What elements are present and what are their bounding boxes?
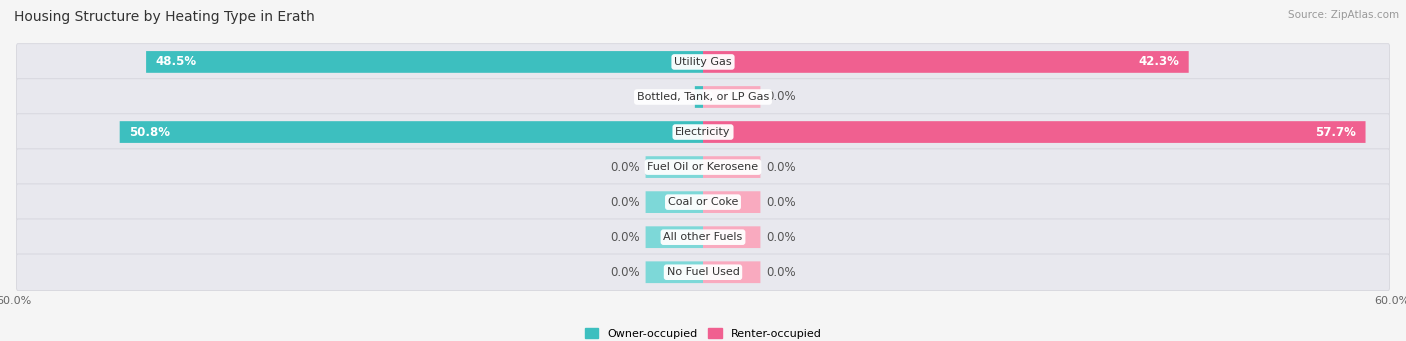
FancyBboxPatch shape	[120, 121, 703, 143]
FancyBboxPatch shape	[703, 226, 761, 248]
Text: Fuel Oil or Kerosene: Fuel Oil or Kerosene	[647, 162, 759, 172]
Text: 50.8%: 50.8%	[129, 125, 170, 138]
Text: 0.0%: 0.0%	[610, 196, 640, 209]
Text: Electricity: Electricity	[675, 127, 731, 137]
FancyBboxPatch shape	[703, 261, 761, 283]
Text: 0.71%: 0.71%	[704, 90, 745, 104]
Text: Housing Structure by Heating Type in Erath: Housing Structure by Heating Type in Era…	[14, 10, 315, 24]
FancyBboxPatch shape	[703, 121, 1365, 143]
Text: Bottled, Tank, or LP Gas: Bottled, Tank, or LP Gas	[637, 92, 769, 102]
FancyBboxPatch shape	[645, 261, 703, 283]
Text: All other Fuels: All other Fuels	[664, 232, 742, 242]
Legend: Owner-occupied, Renter-occupied: Owner-occupied, Renter-occupied	[581, 324, 825, 341]
FancyBboxPatch shape	[17, 79, 1389, 115]
Text: 0.0%: 0.0%	[610, 161, 640, 174]
Text: 42.3%: 42.3%	[1139, 56, 1180, 69]
Text: 0.0%: 0.0%	[610, 266, 640, 279]
Text: 0.0%: 0.0%	[766, 161, 796, 174]
FancyBboxPatch shape	[703, 86, 761, 108]
FancyBboxPatch shape	[17, 184, 1389, 220]
Text: 48.5%: 48.5%	[155, 56, 197, 69]
FancyBboxPatch shape	[645, 226, 703, 248]
FancyBboxPatch shape	[17, 114, 1389, 150]
FancyBboxPatch shape	[703, 191, 761, 213]
FancyBboxPatch shape	[17, 219, 1389, 255]
Text: 0.0%: 0.0%	[766, 266, 796, 279]
FancyBboxPatch shape	[17, 254, 1389, 291]
Text: 0.0%: 0.0%	[766, 196, 796, 209]
FancyBboxPatch shape	[703, 156, 761, 178]
Text: 0.0%: 0.0%	[766, 90, 796, 104]
FancyBboxPatch shape	[146, 51, 703, 73]
FancyBboxPatch shape	[17, 149, 1389, 185]
Text: 0.0%: 0.0%	[766, 231, 796, 244]
FancyBboxPatch shape	[703, 51, 1188, 73]
Text: 57.7%: 57.7%	[1316, 125, 1357, 138]
Text: No Fuel Used: No Fuel Used	[666, 267, 740, 277]
FancyBboxPatch shape	[645, 156, 703, 178]
Text: 0.0%: 0.0%	[610, 231, 640, 244]
Text: Coal or Coke: Coal or Coke	[668, 197, 738, 207]
Text: Utility Gas: Utility Gas	[675, 57, 731, 67]
FancyBboxPatch shape	[17, 44, 1389, 80]
FancyBboxPatch shape	[645, 191, 703, 213]
FancyBboxPatch shape	[695, 86, 703, 108]
Text: Source: ZipAtlas.com: Source: ZipAtlas.com	[1288, 10, 1399, 20]
